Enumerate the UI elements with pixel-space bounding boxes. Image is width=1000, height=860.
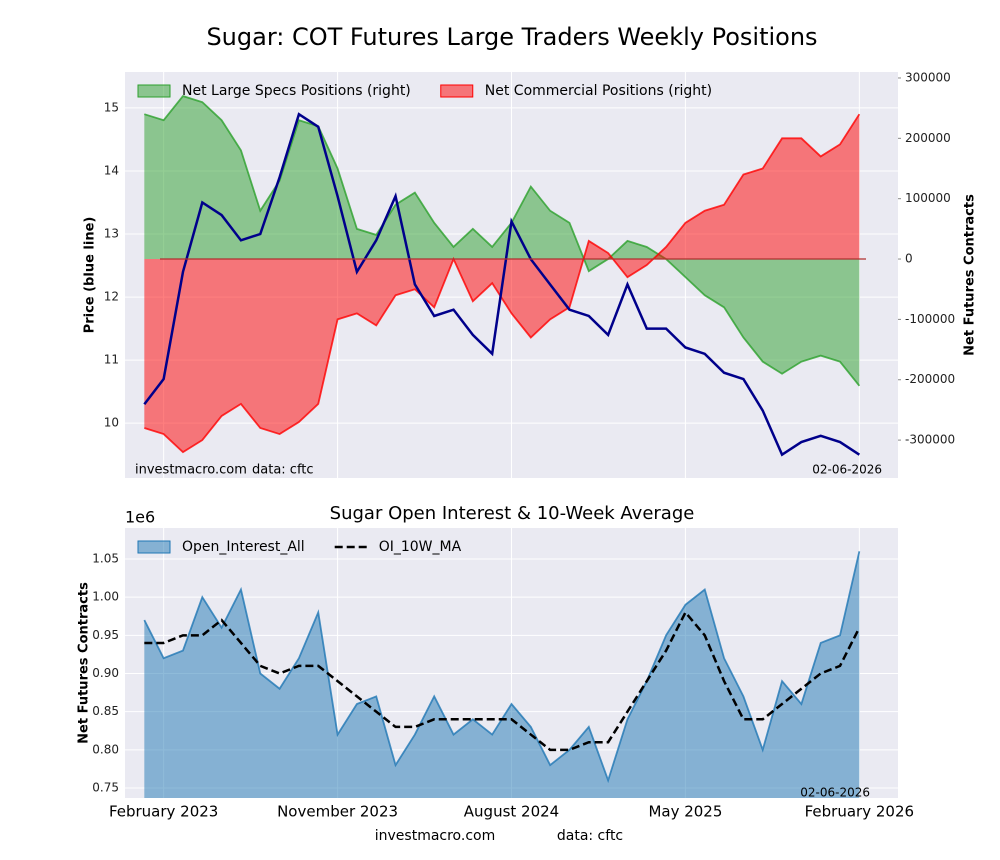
area-fill bbox=[144, 96, 860, 386]
x-tick-label: November 2023 bbox=[277, 803, 398, 821]
footer-source: investmacro.com bbox=[375, 828, 495, 844]
area-edge bbox=[144, 95, 861, 387]
y2-tick-label: 300000 bbox=[905, 70, 951, 84]
legend-swatch bbox=[440, 84, 474, 98]
legend-label: OI_10W_MA bbox=[379, 539, 462, 555]
legend-swatch bbox=[137, 540, 171, 554]
y-tick-label: 11 bbox=[104, 353, 119, 367]
x-tick-label: February 2023 bbox=[109, 803, 218, 821]
y-axis-label: Price (blue line) bbox=[83, 217, 98, 334]
series-group bbox=[143, 95, 861, 457]
y-tick-label: 0.80 bbox=[92, 742, 119, 756]
legend-label: Open_Interest_All bbox=[182, 539, 305, 555]
y2-tick-label: 100000 bbox=[905, 191, 951, 205]
annotation: 02-06-2026 bbox=[800, 786, 870, 800]
legend-label: Net Commercial Positions (right) bbox=[485, 83, 712, 99]
y2-tick-label: -100000 bbox=[905, 312, 955, 326]
x-tick-label: May 2025 bbox=[648, 803, 722, 821]
annotation: investmacro.com bbox=[135, 463, 247, 478]
y-tick-label: 0.90 bbox=[92, 666, 119, 680]
annotation: data: cftc bbox=[252, 463, 314, 478]
y-tick-label: 14 bbox=[104, 163, 119, 177]
y-tick-label: 0.95 bbox=[92, 628, 119, 642]
y2-tick-label: 200000 bbox=[905, 131, 951, 145]
y-offset-label: 1e6 bbox=[125, 508, 155, 527]
legend-swatch bbox=[137, 84, 171, 98]
y-tick-label: 10 bbox=[104, 416, 119, 430]
x-tick-label: February 2026 bbox=[805, 803, 914, 821]
y-tick-label: 15 bbox=[104, 100, 119, 114]
y-tick-label: 0.85 bbox=[92, 704, 119, 718]
line bbox=[143, 112, 861, 457]
area-edge bbox=[144, 113, 861, 454]
chart-title: Sugar Open Interest & 10-Week Average bbox=[330, 503, 695, 524]
y-tick-label: 0.75 bbox=[92, 781, 119, 795]
y2-tick-label: -300000 bbox=[905, 433, 955, 447]
legend-label: Net Large Specs Positions (right) bbox=[182, 83, 411, 99]
y-tick-label: 1.00 bbox=[92, 590, 119, 604]
y-axis-label: Net Futures Contracts bbox=[77, 582, 92, 744]
y-tick-label: 1.05 bbox=[92, 551, 119, 565]
y-tick-label: 13 bbox=[104, 227, 119, 241]
y2-axis-label: Net Futures Contracts bbox=[963, 194, 978, 356]
annotation: 02-06-2026 bbox=[812, 463, 882, 477]
y2-tick-label: -200000 bbox=[905, 372, 955, 386]
x-tick-label: August 2024 bbox=[464, 803, 559, 821]
y2-tick-label: 0 bbox=[905, 252, 913, 266]
series-group bbox=[143, 551, 861, 798]
line bbox=[144, 610, 861, 752]
page-title: Sugar: COT Futures Large Traders Weekly … bbox=[206, 23, 817, 51]
footer-data: data: cftc bbox=[557, 828, 623, 844]
y-tick-label: 12 bbox=[104, 290, 119, 304]
